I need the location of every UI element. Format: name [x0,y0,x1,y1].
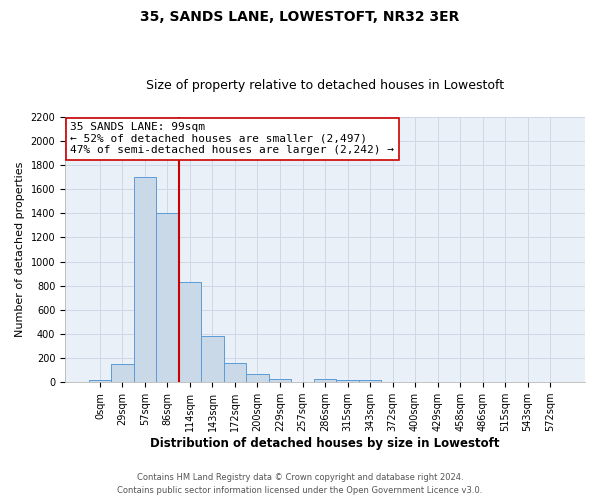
X-axis label: Distribution of detached houses by size in Lowestoft: Distribution of detached houses by size … [150,437,500,450]
Y-axis label: Number of detached properties: Number of detached properties [15,162,25,337]
Title: Size of property relative to detached houses in Lowestoft: Size of property relative to detached ho… [146,79,504,92]
Bar [156,214,179,382]
Bar [224,363,246,382]
Text: 35 SANDS LANE: 99sqm
← 52% of detached houses are smaller (2,497)
47% of semi-de: 35 SANDS LANE: 99sqm ← 52% of detached h… [70,122,394,156]
Bar [179,282,201,382]
Bar [314,379,336,382]
Bar [246,374,269,382]
Bar [89,380,111,382]
Text: 35, SANDS LANE, LOWESTOFT, NR32 3ER: 35, SANDS LANE, LOWESTOFT, NR32 3ER [140,10,460,24]
Bar [269,378,291,382]
Bar [336,380,359,382]
Text: Contains HM Land Registry data © Crown copyright and database right 2024.
Contai: Contains HM Land Registry data © Crown c… [118,474,482,495]
Bar [111,364,134,382]
Bar [359,380,381,382]
Bar [134,177,156,382]
Bar [201,336,224,382]
